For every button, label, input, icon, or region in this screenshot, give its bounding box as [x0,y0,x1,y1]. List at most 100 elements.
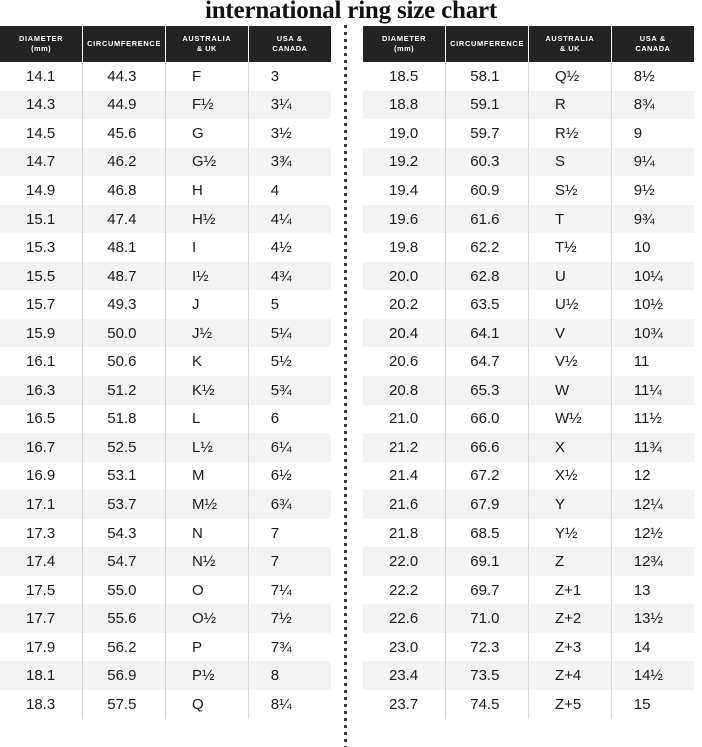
cell-diameter-value: 17.1 [26,495,56,513]
cell-usa-canada: 12 [610,461,694,491]
table-row: 16.7 52.5 L½ 6¼ [0,433,331,462]
cell-australia-uk-value: V½ [555,353,578,371]
cell-usa-canada-value: 11¼ [633,381,662,399]
cell-usa-canada: 9 [610,119,694,148]
table-row: 19.8 62.2 T½ 10 [363,233,694,262]
table-row: 22.2 69.7 Z+1 13 [363,575,694,605]
cell-usa-canada-value: 8 [270,667,280,685]
cell-usa-canada: 3½ [247,119,331,148]
header-label-usa: USA & [276,34,303,43]
table-row: 14.9 46.8 H 4 [0,176,331,205]
cell-australia-uk-value: O [192,581,204,599]
header-label-australia: AUSTRALIA [182,34,232,43]
cell-circumference-value: 64.1 [470,324,500,342]
table-row: 16.3 51.2 K½ 5¾ [0,376,331,405]
cell-diameter-value: 19.4 [389,181,419,199]
table-row: 21.2 66.6 X 11¾ [363,433,694,462]
table-row: 14.3 44.9 F½ 3¼ [0,90,331,120]
cell-usa-canada: 9¼ [610,147,694,177]
cell-diameter: 21.2 [363,433,446,462]
cell-circumference: 68.5 [445,518,529,548]
header-label-diameter: DIAMETER [19,34,64,43]
cell-circumference: 55.0 [82,575,166,605]
header-cell-australia-uk: AUSTRALIA & UK [165,26,249,62]
cell-australia-uk: P½ [165,661,249,691]
cell-diameter: 17.9 [0,633,83,662]
cell-usa-canada: 6¾ [247,490,331,519]
cell-circumference-value: 72.3 [470,638,500,656]
cell-circumference: 67.2 [445,461,529,491]
cell-diameter-value: 14.3 [26,96,56,114]
cell-circumference: 58.1 [445,62,529,91]
cell-australia-uk-value: U½ [555,296,579,314]
cell-circumference-value: 66.0 [470,410,500,428]
cell-diameter-value: 21.2 [389,438,419,456]
cell-diameter-value: 15.1 [26,210,56,228]
cell-australia-uk-value: T [555,210,565,228]
cell-diameter: 18.3 [0,690,83,719]
cell-usa-canada: 4½ [247,233,331,262]
cell-circumference: 52.5 [82,433,166,462]
cell-usa-canada: 12½ [610,518,694,548]
cell-diameter: 23.7 [363,690,446,719]
cell-usa-canada: 11 [610,347,694,377]
table-row: 15.5 48.7 I½ 4¾ [0,261,331,291]
cell-diameter: 21.8 [363,519,446,548]
cell-australia-uk: O [165,575,249,605]
cell-usa-canada-value: 14 [633,638,651,656]
cell-australia-uk: G [165,119,249,148]
cell-circumference: 72.3 [445,632,529,662]
table-row: 22.0 69.1 Z 12¾ [363,547,694,576]
cell-circumference: 67.9 [445,490,529,519]
cell-usa-canada: 10¼ [610,261,694,291]
cell-australia-uk-value: Z+3 [555,638,582,656]
cell-australia-uk-value: P½ [192,667,215,685]
cell-diameter-value: 15.3 [26,239,56,257]
cell-diameter: 18.1 [0,661,83,690]
cell-diameter-value: 21.0 [389,410,419,428]
cell-australia-uk: F½ [165,90,249,120]
cell-australia-uk: J [165,290,249,319]
cell-circumference: 54.7 [82,547,166,576]
cell-australia-uk: O½ [165,604,249,633]
cell-circumference-value: 48.1 [107,239,137,257]
cell-diameter: 14.7 [0,148,83,177]
cell-circumference: 69.1 [445,547,529,576]
header-label-usa: USA & [639,34,666,43]
table-row: 20.0 62.8 U 10¼ [363,261,694,291]
cell-circumference: 65.3 [445,376,529,405]
cell-circumference-value: 46.8 [107,181,137,199]
cell-circumference-value: 58.1 [470,67,500,85]
cell-circumference-value: 50.0 [107,324,137,342]
header-cell-usa-canada: USA & CANADA [610,26,694,62]
cell-usa-canada-value: 7 [270,553,280,571]
cell-usa-canada-value: 4½ [270,239,292,257]
cell-diameter-value: 23.4 [389,667,419,685]
table-row: 20.2 63.5 U½ 10½ [363,290,694,319]
cell-diameter-value: 14.9 [26,181,56,199]
cell-circumference-value: 67.2 [470,467,500,485]
cell-usa-canada-value: 11¾ [633,438,662,456]
cell-australia-uk-value: U [555,267,566,285]
cell-australia-uk-value: I [192,239,197,257]
table-header-left: DIAMETER (mm) CIRCUMFERENCE AUSTRALIA & … [0,26,331,62]
table-row: 19.0 59.7 R½ 9 [363,119,694,148]
cell-usa-canada-value: 12 [633,467,651,485]
cell-diameter-value: 20.0 [389,267,419,285]
cell-circumference: 57.5 [82,690,166,719]
cell-australia-uk-value: R½ [555,124,579,142]
cell-australia-uk: P [165,632,249,662]
cell-diameter-value: 20.4 [389,324,419,342]
cell-diameter: 15.5 [0,262,83,291]
cell-usa-canada: 7¼ [247,575,331,605]
header-row: DIAMETER (mm) CIRCUMFERENCE AUSTRALIA & … [363,26,694,62]
cell-usa-canada: 4 [247,176,331,205]
cell-diameter: 23.4 [363,661,446,690]
cell-australia-uk-value: K [192,353,203,371]
cell-diameter: 17.5 [0,576,83,605]
cell-australia-uk: J½ [165,318,249,348]
cell-circumference-value: 63.5 [470,296,500,314]
cell-circumference: 44.9 [82,90,166,120]
cell-australia-uk: U [528,261,612,291]
cell-diameter: 14.5 [0,119,83,148]
